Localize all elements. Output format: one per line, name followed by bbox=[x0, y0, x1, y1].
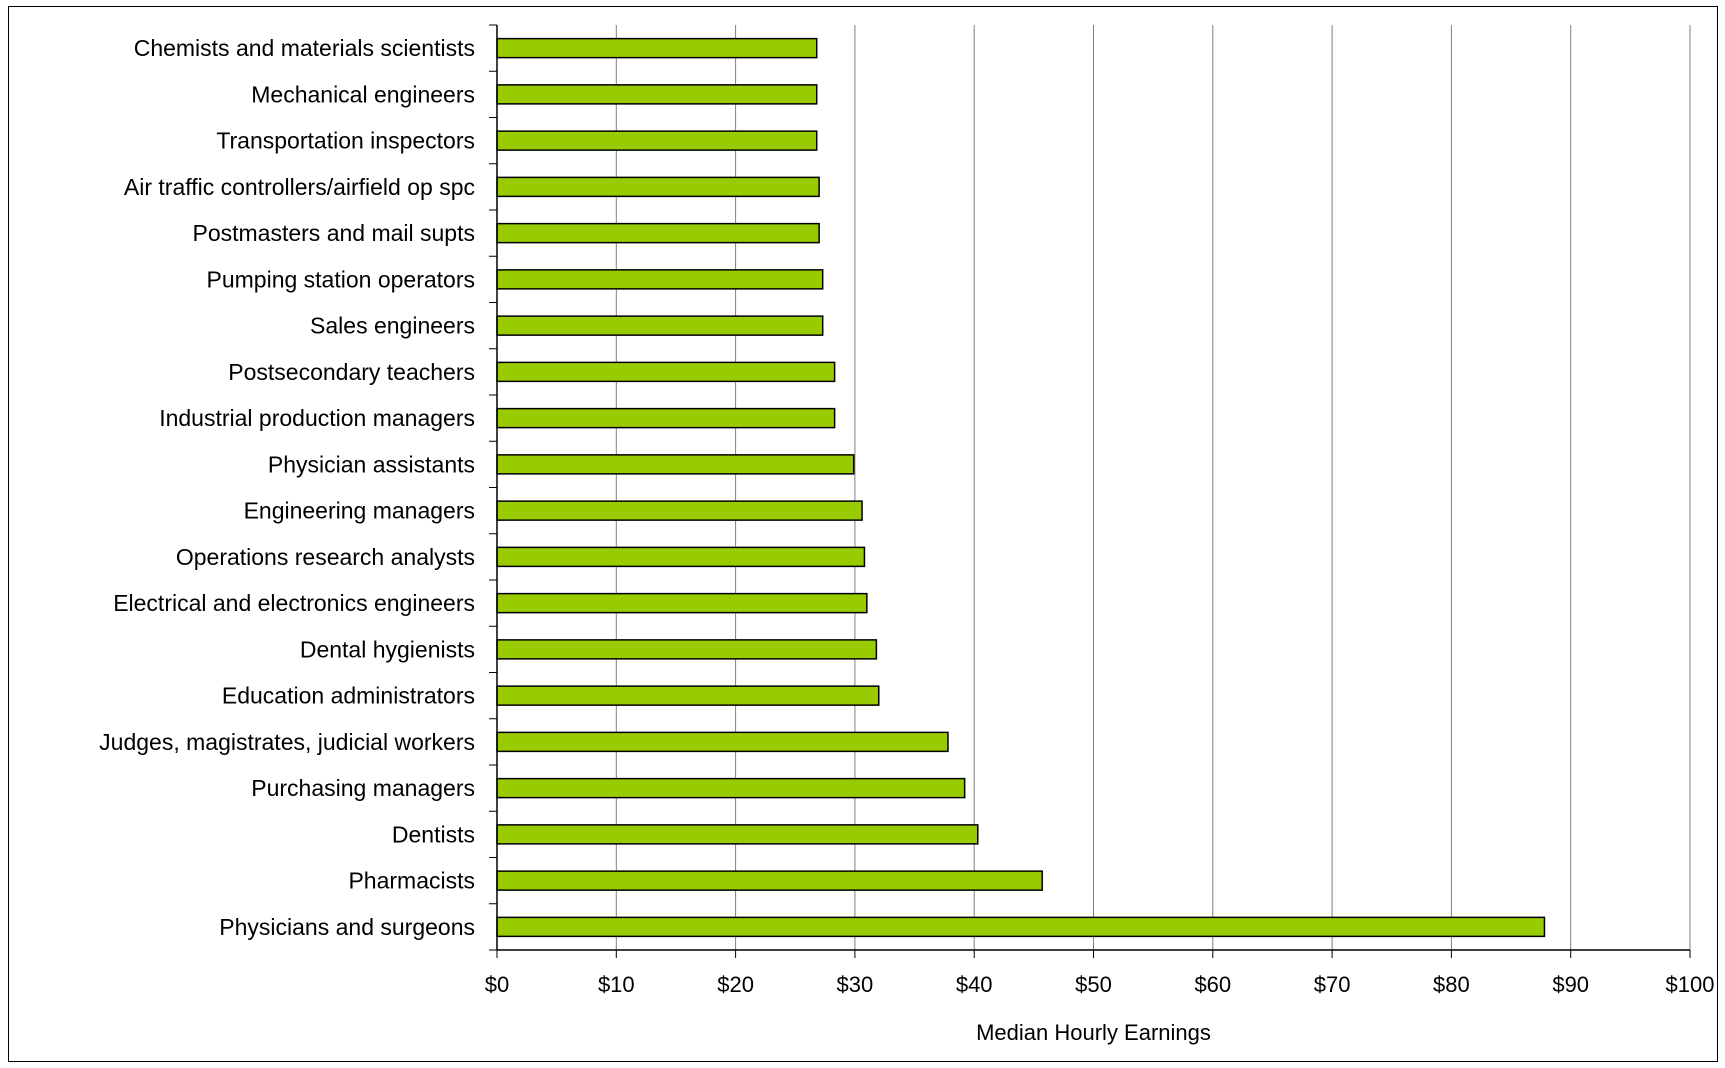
bar bbox=[496, 500, 863, 521]
bar bbox=[496, 824, 979, 845]
x-tick-label: $90 bbox=[1552, 972, 1589, 997]
bars bbox=[496, 37, 1546, 938]
x-axis-title: Median Hourly Earnings bbox=[976, 1020, 1211, 1045]
x-tick-label: $10 bbox=[598, 972, 635, 997]
category-label: Electrical and electronics engineers bbox=[113, 590, 475, 616]
bar bbox=[496, 916, 1546, 938]
category-label: Engineering managers bbox=[244, 498, 475, 524]
bar bbox=[496, 639, 878, 660]
x-tick-label: $0 bbox=[485, 972, 509, 997]
category-label: Air traffic controllers/airfield op spc bbox=[124, 174, 475, 200]
bar bbox=[496, 777, 966, 799]
bar bbox=[496, 685, 880, 706]
category-label: Chemists and materials scientists bbox=[134, 35, 475, 61]
category-label: Physician assistants bbox=[268, 451, 475, 477]
category-label: Operations research analysts bbox=[176, 544, 475, 570]
x-tick-label: $30 bbox=[837, 972, 874, 997]
category-label: Dentists bbox=[392, 821, 475, 847]
category-label: Pharmacists bbox=[348, 868, 475, 894]
category-label: Physicians and surgeons bbox=[219, 914, 475, 940]
category-labels: Chemists and materials scientists Mechani… bbox=[99, 35, 475, 940]
category-label: Mechanical engineers bbox=[251, 81, 475, 107]
x-tick-label: $50 bbox=[1075, 972, 1112, 997]
x-tick-label: $60 bbox=[1194, 972, 1231, 997]
bar bbox=[496, 176, 820, 198]
bar bbox=[496, 269, 824, 290]
category-label: Transportation inspectors bbox=[216, 128, 475, 154]
category-label: Education administrators bbox=[222, 683, 475, 709]
bar bbox=[496, 37, 818, 59]
x-tick-label: $80 bbox=[1433, 972, 1470, 997]
bar bbox=[496, 592, 868, 614]
x-tick-label: $100 bbox=[1666, 972, 1715, 997]
category-label: Postmasters and mail supts bbox=[192, 220, 475, 246]
bar bbox=[496, 222, 820, 244]
bar bbox=[496, 130, 818, 151]
x-tick-label: $40 bbox=[956, 972, 993, 997]
bar bbox=[496, 546, 866, 568]
x-tick-label: $70 bbox=[1314, 972, 1351, 997]
bar bbox=[496, 454, 855, 475]
bar bbox=[496, 870, 1043, 891]
gridlines bbox=[615, 25, 1691, 950]
bar bbox=[496, 361, 836, 383]
category-label: Purchasing managers bbox=[251, 775, 475, 801]
bar bbox=[496, 84, 818, 105]
category-label: Industrial production managers bbox=[159, 405, 475, 431]
x-tick-labels: $0 $10 $20 $30 $40 $50 $60 $70 $80 $90 $100 bbox=[485, 972, 1715, 997]
category-label: Postsecondary teachers bbox=[228, 359, 475, 385]
axes bbox=[489, 24, 1691, 958]
category-label: Judges, magistrates, judicial workers bbox=[99, 729, 475, 755]
bar bbox=[496, 407, 836, 429]
x-tick-label: $20 bbox=[717, 972, 754, 997]
bar bbox=[496, 731, 949, 753]
category-label: Sales engineers bbox=[310, 313, 475, 339]
category-label: Dental hygienists bbox=[300, 636, 475, 662]
category-label: Pumping station operators bbox=[207, 266, 476, 292]
bar bbox=[496, 315, 824, 336]
